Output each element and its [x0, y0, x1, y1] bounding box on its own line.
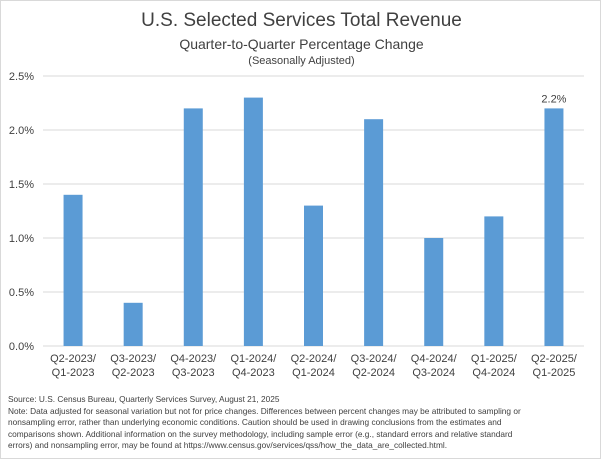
x-tick-label: Q4-2024 — [472, 367, 515, 379]
x-tick-label: Q2-2024/ — [291, 353, 338, 365]
y-tick-label: 0.5% — [9, 287, 34, 299]
note-line: comparisons shown. Additional informatio… — [8, 428, 513, 439]
chart-title: U.S. Selected Services Total Revenue — [141, 10, 462, 31]
x-tick-label: Q1-2025 — [533, 367, 576, 379]
bar — [424, 238, 444, 346]
x-tick-label: Q3-2024 — [412, 367, 455, 379]
y-tick-label: 2.5% — [9, 71, 34, 83]
footnotes: Source: U.S. Census Bureau, Quarterly Se… — [8, 394, 598, 452]
bar — [63, 194, 83, 346]
note-line: errors) and nonsampling error, may be fo… — [8, 440, 448, 451]
chart-subsubtitle: (Seasonally Adjusted) — [248, 55, 355, 67]
bar — [123, 302, 143, 346]
y-tick-label: 1.5% — [9, 179, 34, 191]
x-tick-label: Q2-2024 — [352, 367, 395, 379]
bar — [364, 119, 384, 346]
y-tick-label: 2.0% — [9, 125, 34, 137]
x-tick-label: Q2-2025/ — [531, 353, 578, 365]
x-tick-label: Q4-2023/ — [170, 353, 217, 365]
x-tick-label: Q4-2024/ — [411, 353, 458, 365]
bar — [484, 216, 504, 346]
x-tick-label: Q3-2023/ — [110, 353, 157, 365]
y-tick-label: 1.0% — [9, 233, 34, 245]
x-tick-label: Q4-2023 — [232, 367, 275, 379]
bar — [183, 108, 203, 347]
bar — [544, 108, 564, 347]
x-tick-label: Q2-2023/ — [50, 353, 97, 365]
note-line: Note: Data adjusted for seasonal variati… — [8, 405, 521, 416]
bar — [243, 97, 263, 346]
x-tick-label: Q2-2023 — [112, 367, 155, 379]
x-tick-label: Q3-2024/ — [351, 353, 398, 365]
y-tick-label: 0.0% — [9, 341, 34, 353]
x-tick-label: Q1-2024/ — [230, 353, 277, 365]
note-line: nonsampling error, rather than underlyin… — [8, 417, 502, 428]
data-label: 2.2% — [541, 93, 566, 105]
x-tick-label: Q1-2023 — [52, 367, 95, 379]
source-line: Source: U.S. Census Bureau, Quarterly Se… — [8, 394, 280, 404]
x-tick-label: Q3-2023 — [172, 367, 215, 379]
bar — [304, 205, 323, 346]
x-tick-label: Q1-2025/ — [471, 353, 518, 365]
x-tick-label: Q1-2024 — [292, 367, 335, 379]
chart-subtitle: Quarter-to-Quarter Percentage Change — [179, 36, 424, 52]
